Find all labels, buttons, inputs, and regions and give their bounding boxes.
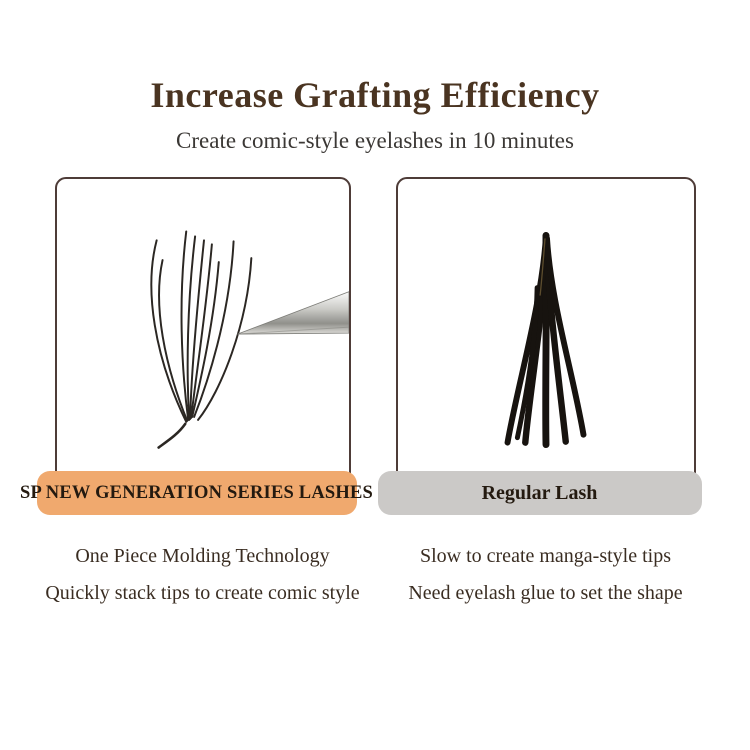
page-title: Increase Grafting Efficiency (150, 75, 600, 115)
sp-lash-badge: SP NEW GENERATION SERIES LASHES (20, 471, 373, 516)
regular-lash-image-frame (395, 177, 696, 504)
regular-lash-badge-label: Regular Lash (481, 481, 598, 504)
fanned-lashes-tweezers-illustration (149, 230, 349, 449)
regular-lash-badge: Regular Lash (377, 471, 702, 516)
lash-highlight (538, 238, 546, 296)
lash-bundle-strokes (504, 232, 586, 449)
lash-bundle-illustration (504, 232, 586, 449)
tweezer-tip (236, 291, 349, 335)
lash-fan-strokes (149, 230, 252, 449)
sp-lash-image-frame (54, 177, 351, 504)
sp-lash-badge-label: SP NEW GENERATION SERIES LASHES (19, 482, 374, 503)
regular-lash-drawback-1: Slow to create manga-style tips (419, 545, 672, 568)
page-subtitle: Create comic-style eyelashes in 10 minut… (176, 128, 574, 154)
regular-lash-drawback-2: Need eyelash glue to set the shape (408, 582, 683, 605)
panel-regular-lash: Regular Lash Slow to create manga-style … (377, 177, 702, 605)
panel-sp-lashes: SP NEW GENERATION SERIES LASHES One Piec… (20, 177, 373, 603)
comparison-panels: SP NEW GENERATION SERIES LASHES One Piec… (0, 177, 750, 603)
header: Increase Grafting Efficiency Create comi… (0, 0, 750, 156)
sp-lash-feature-1: One Piece Molding Technology (75, 545, 330, 568)
sp-lash-feature-2: Quickly stack tips to create comic style (45, 582, 360, 605)
